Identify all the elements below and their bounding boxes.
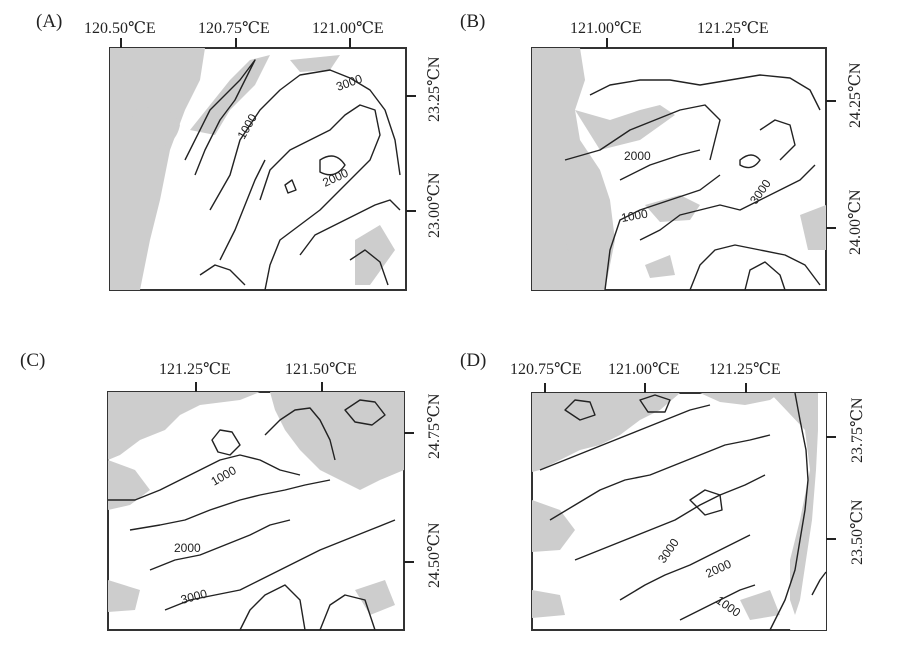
panel-d: (D) 3000 2000 1000 120.75℃E [460,350,866,631]
panel-a-lon-label-3: 121.00℃E [312,20,384,37]
panel-c-label: (C) [20,350,45,371]
panel-b-label: (B) [460,11,485,32]
panel-d-white-strip [790,393,826,630]
panel-c-contour-label-3000: 3000 [179,586,209,607]
panel-a-label: (A) [36,11,62,32]
panel-c-lat-label-2: 24.50℃N [426,522,443,588]
panel-a-lon-label-1: 120.50℃E [84,20,156,37]
panel-d-lat-label-1: 23.75℃N [849,397,866,463]
panel-c: (C) 1000 2000 3000 121.25℃E 121.50℃E [20,350,443,631]
panel-c-lon-label-2: 121.50℃E [285,361,357,378]
panel-a: (A) 3000 1000 2000 120.50℃E 120.75℃ [36,11,443,291]
panel-d-label: (D) [460,350,486,371]
panel-b-lon-label-1: 121.00℃E [570,20,642,37]
panel-d-lon-label-2: 121.00℃E [608,361,680,378]
panel-b-contours [564,74,821,291]
panel-c-contour-label-2000: 2000 [174,541,201,555]
panel-a-lon-label-2: 120.75℃E [198,20,270,37]
panel-b-contour-label-1000: 1000 [620,206,649,224]
panel-b-lon-label-2: 121.25℃E [697,20,769,37]
panel-d-lon-label-1: 120.75℃E [510,361,582,378]
panel-c-lat-label-1: 24.75℃N [426,393,443,459]
panel-d-contours [539,392,827,631]
panel-c-contours [108,399,396,631]
panel-d-lat-label-2: 23.50℃N [849,499,866,565]
panel-b-contour-label-2000: 2000 [624,149,651,163]
panel-c-lon-label-1: 121.25℃E [159,361,231,378]
panel-a-lat-label-2: 23.00℃N [426,172,443,238]
panel-a-shaded-areas [110,48,395,290]
panel-a-contours [184,59,401,291]
panel-b-lat-label-2: 24.00℃N [847,189,864,255]
panel-b-lat-label-1: 24.25℃N [847,62,864,128]
panel-d-lon-label-3: 121.25℃E [709,361,781,378]
panel-b: (B) 2000 1000 3000 121.00℃E 121.25℃E [460,11,864,291]
panel-a-lat-label-1: 23.25℃N [426,56,443,122]
panel-b-shaded-areas [532,48,826,290]
